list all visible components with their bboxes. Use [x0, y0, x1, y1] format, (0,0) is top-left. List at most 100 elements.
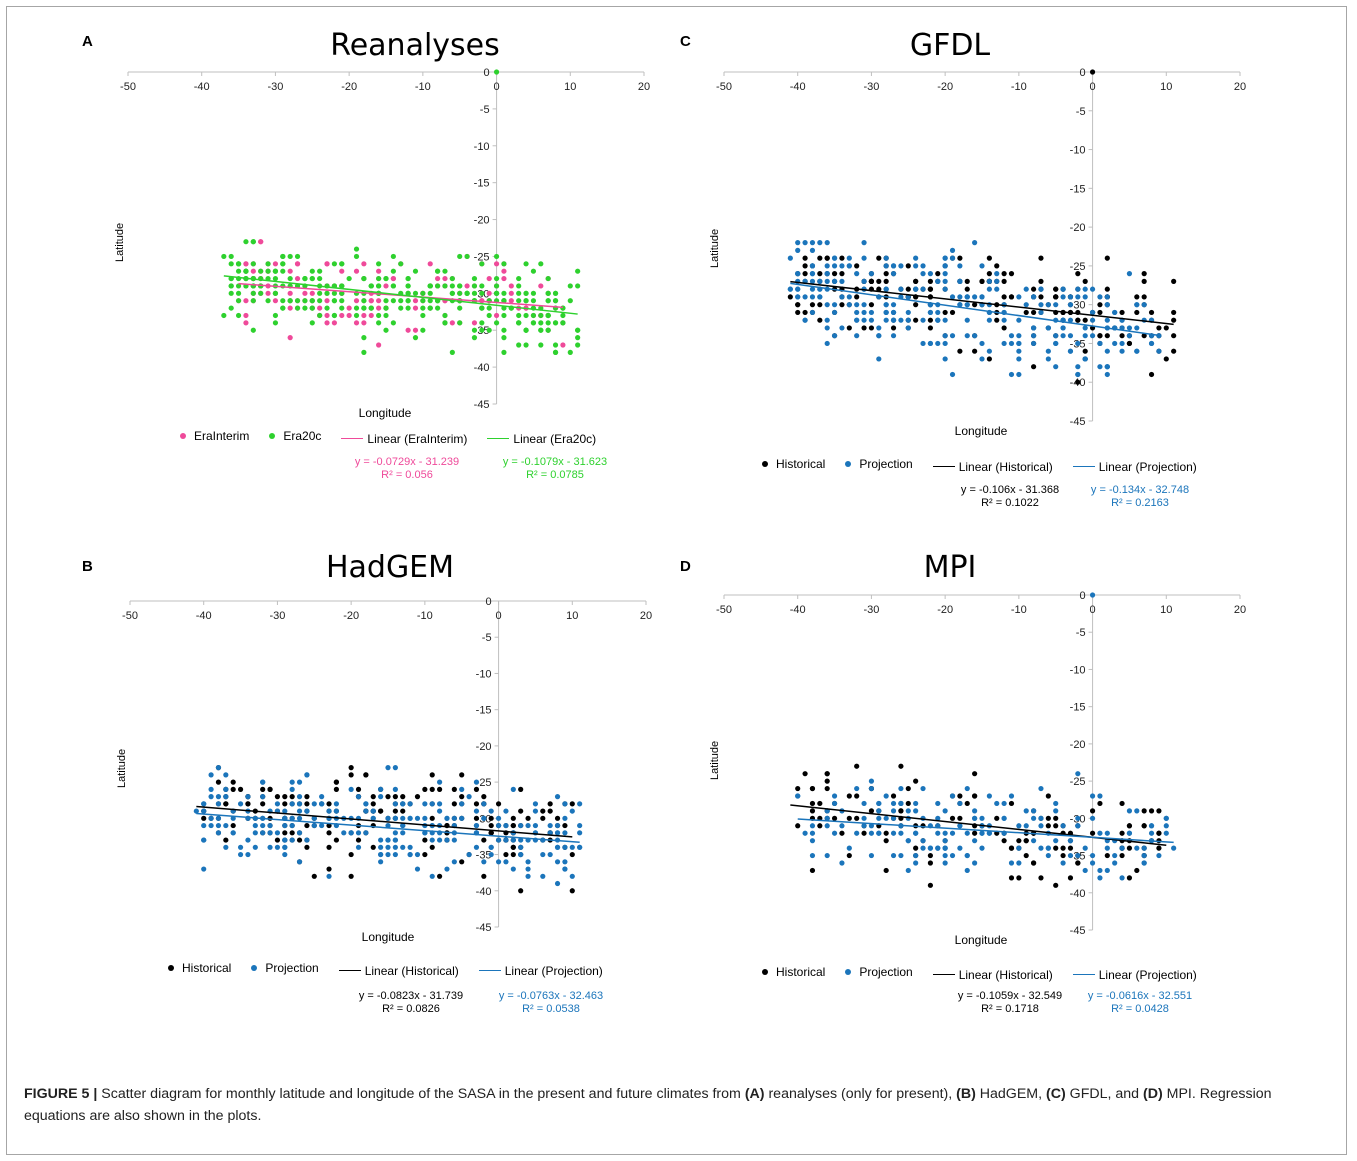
- data-point-historical: [503, 851, 509, 858]
- data-point-era20c: [376, 283, 382, 289]
- x-tick-label: -20: [937, 81, 953, 93]
- data-point-historical: [905, 286, 911, 292]
- data-point-projection: [883, 309, 889, 316]
- data-point-projection: [562, 830, 568, 836]
- data-point-projection: [913, 860, 919, 866]
- x-tick-label: -40: [790, 81, 806, 93]
- data-point-era20c: [324, 305, 330, 311]
- data-point-projection: [1016, 371, 1022, 378]
- data-point-era20c: [545, 320, 551, 326]
- data-point-projection: [824, 302, 830, 308]
- data-point-projection: [378, 851, 384, 858]
- data-point-projection: [876, 808, 882, 814]
- data-point-projection: [868, 309, 875, 316]
- caption-label: FIGURE 5 |: [24, 1086, 98, 1102]
- legend-label: Linear (Historical): [958, 459, 1053, 474]
- data-point-projection: [1031, 838, 1037, 844]
- data-point-projection: [437, 801, 443, 807]
- data-point-era20c: [530, 312, 537, 319]
- data-point-projection: [311, 815, 317, 821]
- scatter-plot-a: -50-40-30-20-10010200-5-10-15-20-25-30-3…: [120, 67, 650, 411]
- data-point-era20c: [398, 261, 404, 267]
- data-point-historical: [518, 808, 524, 814]
- data-point-era20c: [331, 312, 337, 319]
- x-tick-label: -10: [1011, 81, 1027, 93]
- data-point-historical: [1171, 333, 1177, 339]
- data-point-era20c: [331, 290, 337, 296]
- data-point-projection: [854, 333, 860, 339]
- data-point-historical: [1089, 808, 1096, 814]
- data-point-era20c: [457, 253, 463, 260]
- data-point-historical: [348, 851, 354, 858]
- legend-item: Linear (Historical): [932, 968, 1053, 982]
- data-point-historical: [1031, 309, 1037, 316]
- data-point-historical: [230, 779, 236, 785]
- data-point-era20c: [471, 335, 478, 341]
- data-point-projection: [451, 815, 457, 821]
- data-point-historical: [949, 309, 956, 316]
- data-point-era20c: [317, 275, 323, 282]
- data-point-projection: [898, 785, 904, 792]
- data-point-projection: [817, 240, 823, 246]
- data-point-projection: [1097, 875, 1103, 881]
- data-point-projection: [1053, 808, 1059, 814]
- data-point-projection: [554, 844, 561, 850]
- data-point-era20c: [479, 290, 485, 296]
- data-point-historical: [802, 771, 808, 777]
- data-point-projection: [274, 844, 281, 850]
- panel-title: Reanalyses: [330, 28, 500, 63]
- data-point-projection: [525, 873, 531, 879]
- data-point-projection: [913, 800, 919, 807]
- data-point-projection: [1104, 371, 1110, 378]
- y-tick-label: -15: [476, 705, 492, 717]
- data-point-historical: [355, 786, 362, 792]
- data-point-era20c: [523, 327, 529, 333]
- legend-label: Projection: [859, 965, 913, 979]
- data-point-historical: [905, 263, 911, 269]
- data-point-erainterim: [243, 261, 249, 267]
- legend-line-icon: [932, 974, 955, 975]
- data-point-projection: [525, 822, 531, 829]
- data-point-projection: [554, 859, 561, 865]
- data-point-projection: [1089, 852, 1096, 859]
- data-point-projection: [831, 263, 838, 269]
- data-point-era20c: [552, 320, 559, 326]
- data-point-historical: [429, 772, 435, 778]
- data-point-projection: [802, 240, 808, 246]
- data-point-historical: [437, 786, 443, 792]
- data-point-historical: [540, 808, 546, 814]
- data-point-projection: [363, 808, 369, 814]
- data-point-historical: [518, 888, 524, 894]
- data-point-projection: [422, 815, 428, 821]
- data-point-erainterim: [376, 298, 382, 304]
- data-point-era20c: [552, 342, 559, 348]
- scatter-plot-d: -50-40-30-20-10010200-5-10-15-20-25-30-3…: [716, 590, 1246, 937]
- data-point-projection: [1089, 793, 1096, 799]
- data-point-historical: [802, 309, 808, 316]
- data-point-era20c: [361, 349, 367, 355]
- data-point-projection: [802, 317, 808, 323]
- data-point-projection: [1156, 333, 1162, 339]
- data-point-origin: [1089, 69, 1096, 75]
- legend-marker-icon: [762, 461, 768, 467]
- data-point-historical: [883, 838, 889, 844]
- data-point-projection: [444, 866, 450, 872]
- data-point-era20c: [552, 298, 559, 304]
- data-point-historical: [1082, 348, 1088, 354]
- data-point-erainterim: [324, 312, 330, 319]
- data-point-historical: [1148, 371, 1155, 378]
- data-point-historical: [986, 255, 992, 261]
- equation-text: y = -0.106x - 31.368: [960, 484, 1060, 496]
- data-point-projection: [861, 278, 867, 284]
- data-point-projection: [824, 815, 830, 821]
- data-point-historical: [883, 867, 889, 874]
- data-point-era20c: [361, 298, 367, 304]
- data-point-era20c: [280, 253, 286, 260]
- data-point-era20c: [331, 298, 337, 304]
- data-point-historical: [1163, 356, 1169, 362]
- data-point-historical: [1134, 294, 1140, 300]
- data-point-erainterim: [538, 283, 544, 289]
- legend-label: Projection: [859, 457, 913, 471]
- x-tick-label: -50: [120, 81, 136, 93]
- data-point-historical: [1045, 793, 1051, 799]
